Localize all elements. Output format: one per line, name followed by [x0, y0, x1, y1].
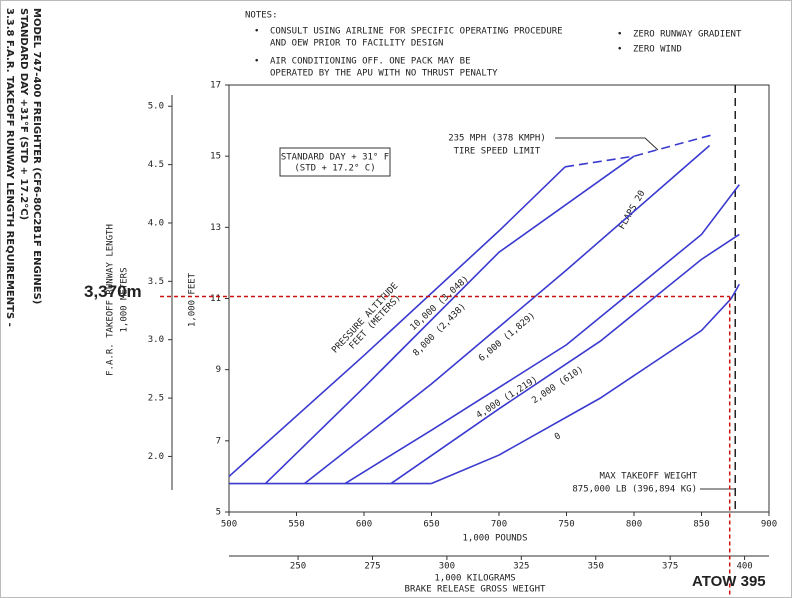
leader [555, 137, 659, 151]
series-line [264, 155, 635, 485]
series-line [304, 144, 711, 485]
x-axis-label: 1,000 POUNDS [462, 534, 527, 544]
x2-tick-label: 275 [364, 562, 380, 572]
y2-axis-label: F.A.R. TAKEOFF RUNWAY LENGTH [106, 224, 116, 376]
y2-axis-label: 1,000 METERS [120, 267, 130, 332]
condition-box [279, 147, 391, 177]
bullet: • [254, 57, 259, 67]
series-line [431, 283, 740, 485]
y-tick-label: 5 [216, 508, 221, 518]
y2-tick-label: 4.0 [148, 218, 164, 228]
x-tick-label: 850 [693, 520, 709, 530]
x-axis-title: BRAKE RELEASE GROSS WEIGHT [405, 585, 546, 595]
x2-tick-label: 350 [588, 562, 604, 572]
y-tick-label: 17 [210, 81, 221, 91]
notes-heading: NOTES: [245, 11, 278, 21]
note: ZERO RUNWAY GRADIENT [633, 30, 742, 40]
y-tick-label: 13 [210, 223, 221, 233]
y2-tick-label: 3.0 [148, 335, 164, 345]
note: AND OEW PRIOR TO FACILITY DESIGN [270, 39, 443, 49]
y2-tick-label: 2.0 [148, 452, 164, 462]
x2-tick-label: 400 [736, 562, 752, 572]
series-line [390, 233, 740, 485]
y2-tick-label: 5.0 [148, 102, 164, 112]
y-tick-label: 7 [216, 436, 221, 446]
series-label: 2,000 (610) [530, 365, 585, 406]
runway-label: 3,370m [84, 282, 142, 301]
note: ZERO WIND [633, 45, 682, 55]
chart-title: 3.3.8 F.A.R. TAKEOFF RUNWAY LENGTH REQUI… [4, 8, 15, 327]
x-tick-label: 750 [558, 520, 574, 530]
note: AIR CONDITIONING OFF. ONE PACK MAY BE [270, 57, 470, 67]
bullet: • [617, 30, 622, 40]
x-tick-label: 700 [491, 520, 507, 530]
x2-tick-label: 375 [662, 562, 678, 572]
annotation: 235 MPH (378 KMPH) [448, 134, 546, 144]
x-tick-label: 550 [288, 520, 304, 530]
series-line [228, 166, 566, 478]
series-line [344, 184, 740, 485]
x2-axis-label: 1,000 KILOGRAMS [434, 574, 515, 584]
series-label: 0 [553, 431, 563, 442]
condition-text: STANDARD DAY + 31° F [281, 153, 389, 163]
x-tick-label: 650 [423, 520, 439, 530]
x-tick-label: 500 [221, 520, 237, 530]
atow-label: ATOW 395 [692, 573, 766, 590]
annotation: MAX TAKEOFF WEIGHT [599, 472, 697, 482]
x-tick-label: 900 [761, 520, 777, 530]
y2-tick-label: 2.5 [148, 394, 164, 404]
y2-tick-label: 4.5 [148, 160, 164, 170]
y2-tick-label: 3.5 [148, 277, 164, 287]
y-tick-label: 9 [216, 365, 221, 375]
x-tick-label: 600 [356, 520, 372, 530]
x-tick-label: 800 [626, 520, 642, 530]
annotation: PRESSURE ALTITUDE [330, 281, 400, 355]
y-tick-label: 15 [210, 152, 221, 162]
x2-tick-label: 250 [290, 562, 306, 572]
chart-title: MODEL 747-400 FREIGHTER (CF6-80C2B1F ENG… [31, 8, 42, 304]
bullet: • [254, 27, 259, 37]
note: CONSULT USING AIRLINE FOR SPECIFIC OPERA… [270, 27, 563, 37]
y-axis-label: 1,000 FEET [188, 272, 198, 327]
annotation: FLAPS 20 [617, 189, 647, 232]
annotation: 875,000 LB (396,894 KG) [572, 485, 697, 495]
y-tick-label: 11 [210, 294, 221, 304]
bullet: • [617, 45, 622, 55]
x2-tick-label: 325 [513, 562, 529, 572]
chart-title: STANDARD DAY +31°F (STD + 17.2°C) [18, 8, 29, 220]
note: OPERATED BY THE APU WITH NO THRUST PENAL… [270, 69, 498, 79]
x2-tick-label: 300 [439, 562, 455, 572]
annotation: TIRE SPEED LIMIT [454, 147, 541, 157]
condition-text: (STD + 17.2° C) [294, 164, 375, 174]
